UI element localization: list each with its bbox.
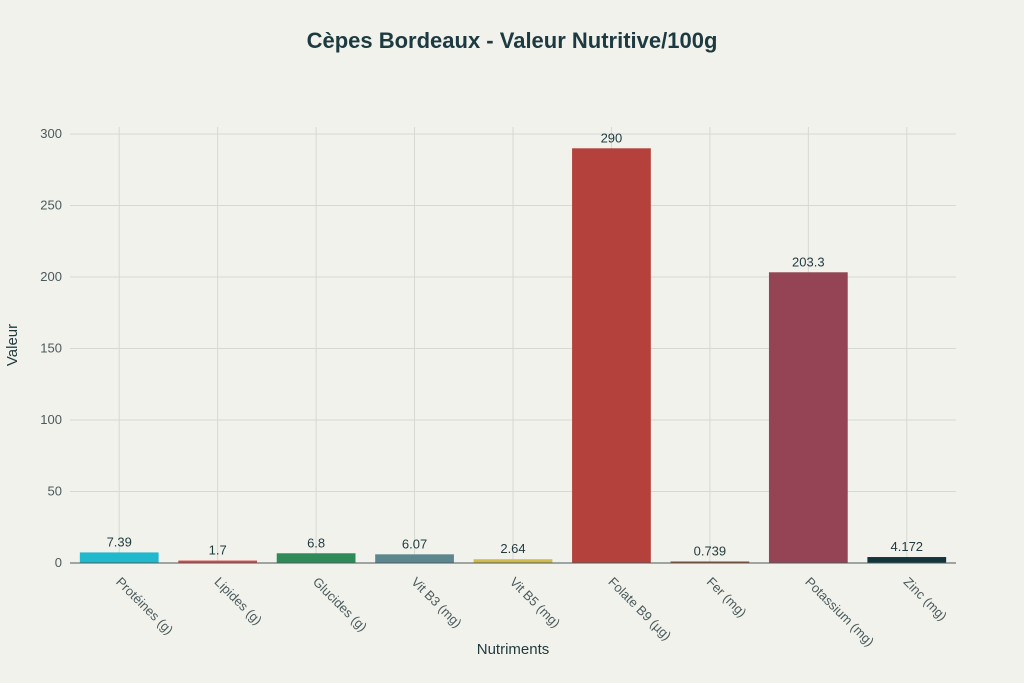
x-tick-label: Fer (mg) [704, 574, 750, 620]
y-tick-label: 0 [55, 555, 62, 570]
y-tick-label: 50 [48, 484, 62, 499]
x-tick-label: Vit B5 (mg) [507, 574, 563, 630]
x-axis-title: Nutriments [477, 641, 550, 658]
data-label: 290 [601, 130, 623, 145]
bar [375, 554, 454, 563]
data-label: 1.7 [209, 543, 227, 558]
y-tick-label: 300 [40, 126, 62, 141]
bar [670, 561, 750, 563]
y-tick-label: 100 [40, 412, 62, 427]
x-tick-label: Vit B3 (mg) [408, 574, 464, 630]
data-label: 203.3 [792, 254, 825, 269]
y-tick-label: 250 [40, 198, 62, 213]
bar [473, 559, 553, 563]
chart-title: Cèpes Bordeaux - Valeur Nutritive/100g [306, 28, 718, 53]
bar [867, 557, 947, 563]
bar [768, 272, 848, 563]
data-label: 4.172 [891, 539, 924, 554]
data-label: 7.39 [107, 534, 132, 549]
x-tick-label: Lipides (g) [212, 574, 266, 628]
y-tick-label: 150 [40, 341, 62, 356]
x-tick-label: Protéines (g) [113, 574, 176, 637]
bar [178, 560, 258, 563]
bar [276, 553, 356, 563]
y-axis-title: Valeur [4, 324, 21, 366]
x-tick-label: Glucides (g) [310, 574, 370, 634]
bar [572, 148, 651, 564]
data-label: 0.739 [694, 544, 727, 559]
y-tick-label: 200 [40, 269, 62, 284]
bar [79, 552, 159, 563]
data-label: 2.64 [500, 541, 525, 556]
x-tick-label: Zinc (mg) [901, 574, 950, 623]
x-tick-label: Potassium (mg) [802, 574, 877, 649]
x-tick-label: Folate B9 (µg) [605, 574, 674, 643]
data-label: 6.8 [307, 535, 325, 550]
data-label: 6.07 [402, 536, 427, 551]
